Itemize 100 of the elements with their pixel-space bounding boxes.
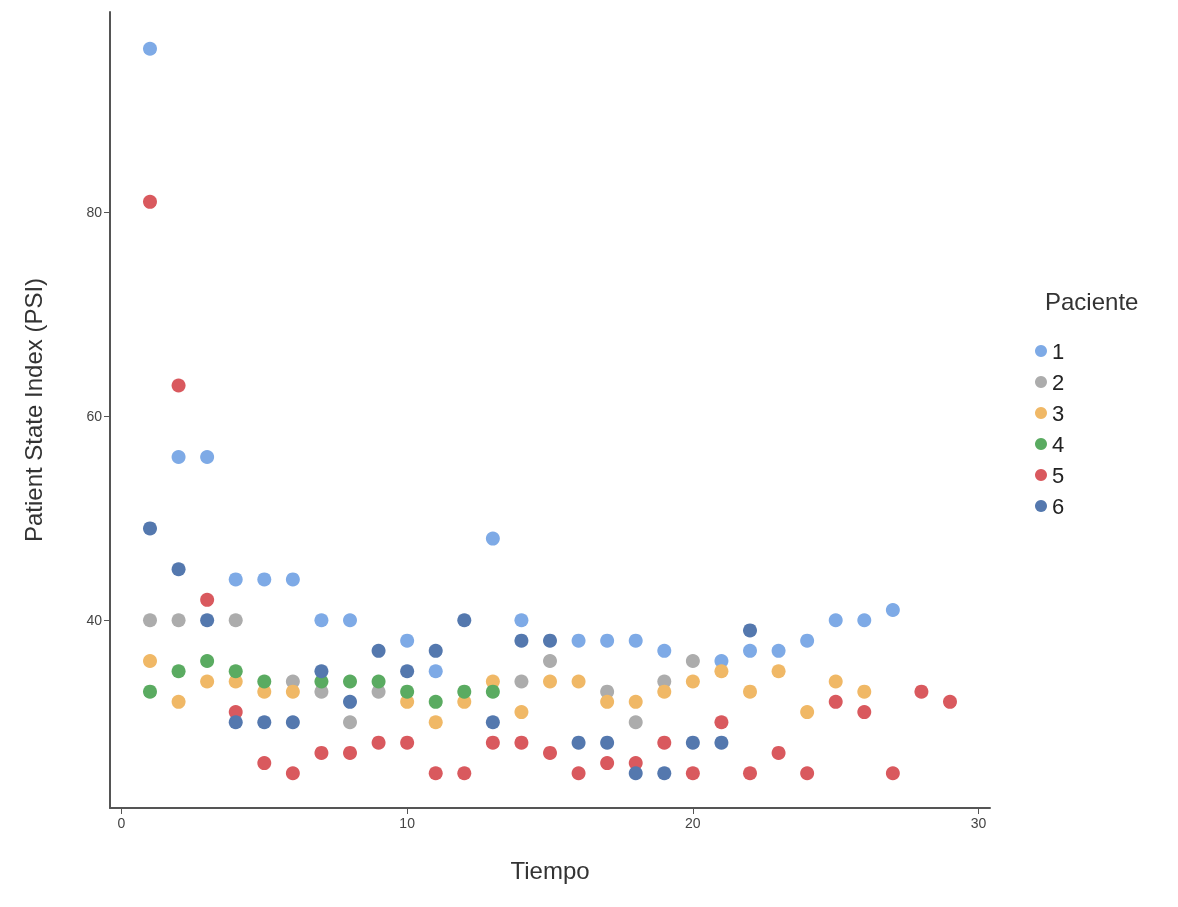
point: [143, 654, 157, 669]
point: [428, 715, 443, 730]
point: [343, 715, 357, 730]
point: [543, 633, 557, 648]
x-axis-title: Tiempo: [510, 856, 590, 884]
point: [857, 705, 872, 720]
point: [171, 449, 186, 464]
point: [400, 735, 415, 750]
point: [543, 745, 557, 760]
point: [628, 633, 643, 648]
point: [200, 613, 215, 628]
point: [343, 745, 357, 760]
point: [885, 603, 900, 618]
point: [400, 684, 415, 699]
point: [314, 613, 329, 628]
point: [343, 674, 357, 689]
point: [514, 613, 529, 628]
point: [457, 613, 472, 628]
point: [485, 531, 500, 546]
point: [143, 41, 157, 56]
point: [514, 674, 529, 689]
point: [600, 694, 615, 709]
point: [143, 194, 157, 209]
point: [800, 766, 815, 781]
legend-label: 5: [1052, 462, 1065, 488]
point: [371, 674, 386, 689]
x-tick-label: 20: [685, 815, 701, 831]
point: [771, 745, 786, 760]
point: [800, 633, 815, 648]
point: [457, 684, 472, 699]
legend-label: 3: [1052, 400, 1065, 426]
point: [743, 623, 757, 638]
point: [257, 756, 272, 771]
point: [400, 633, 415, 648]
point: [628, 694, 643, 709]
point: [943, 694, 957, 709]
legend-label: 1: [1052, 338, 1065, 364]
point: [485, 735, 500, 750]
point: [571, 633, 586, 648]
point: [685, 654, 700, 669]
point: [657, 735, 672, 750]
point: [457, 766, 472, 781]
x-tick-label: 10: [399, 815, 416, 831]
point: [828, 613, 843, 628]
point: [914, 684, 929, 699]
point: [685, 766, 700, 781]
y-tick-label: 40: [86, 612, 103, 629]
point: [514, 735, 529, 750]
point: [143, 613, 157, 628]
point: [714, 664, 729, 679]
point: [828, 694, 843, 709]
point: [200, 592, 215, 607]
point: [485, 715, 500, 730]
point: [571, 735, 586, 750]
point: [543, 674, 557, 689]
point: [228, 613, 243, 628]
point: [200, 674, 215, 689]
point: [428, 766, 443, 781]
point: [857, 613, 872, 628]
point: [171, 562, 186, 577]
point: [171, 664, 186, 679]
point: [571, 766, 586, 781]
point: [285, 572, 300, 587]
point: [514, 633, 529, 648]
point: [771, 643, 786, 658]
y-axis-title: Patient State Index (PSI): [19, 277, 47, 543]
point: [571, 674, 586, 689]
point: [657, 766, 672, 781]
point: [714, 715, 729, 730]
point: [228, 664, 243, 679]
point: [828, 674, 843, 689]
point: [428, 643, 443, 658]
point: [657, 643, 672, 658]
point: [600, 735, 615, 750]
point: [657, 684, 672, 699]
point: [171, 694, 186, 709]
legend-label: 4: [1052, 431, 1065, 457]
point: [685, 674, 700, 689]
point: [400, 664, 415, 679]
point: [228, 715, 243, 730]
point: [228, 572, 243, 587]
point: [800, 705, 815, 720]
legend-label: 2: [1052, 369, 1065, 395]
point: [685, 735, 700, 750]
legend-title: Paciente: [1045, 287, 1139, 315]
point: [514, 705, 529, 720]
point: [743, 684, 757, 699]
point: [857, 684, 872, 699]
point: [143, 684, 157, 699]
x-tick-label: 0: [117, 815, 126, 831]
point: [257, 674, 272, 689]
point: [600, 633, 615, 648]
point: [171, 378, 186, 393]
point: [343, 613, 357, 628]
point: [628, 715, 643, 730]
point: [600, 756, 615, 771]
point: [371, 735, 386, 750]
point: [885, 766, 900, 781]
point: [285, 684, 300, 699]
point: [285, 766, 300, 781]
